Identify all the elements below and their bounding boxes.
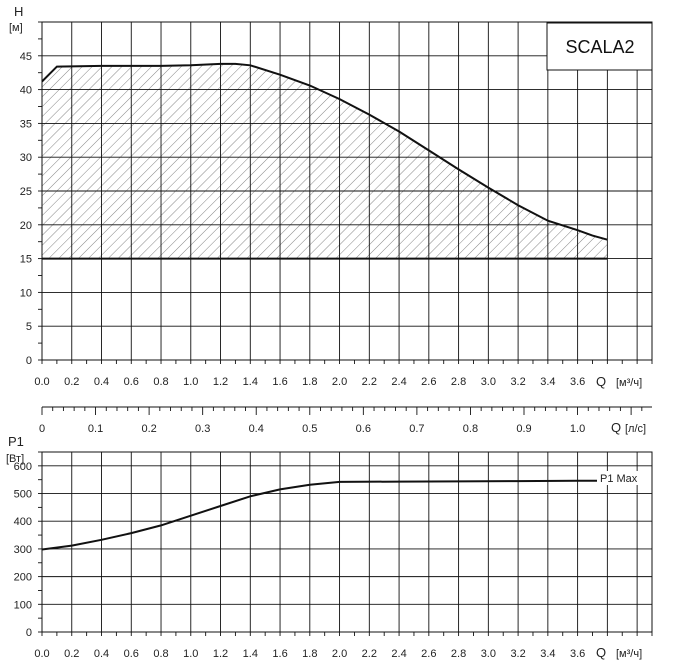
top-x-tick-label: 0.2 bbox=[64, 376, 79, 388]
bottom-y-tick-label: 200 bbox=[14, 572, 32, 584]
bottom-x-tick-label: 0.4 bbox=[94, 648, 109, 660]
chart-title-box bbox=[546, 22, 653, 71]
bottom-y-tick-label: 0 bbox=[26, 627, 32, 639]
bottom-x-tick-label: 3.6 bbox=[570, 648, 585, 660]
bottom-x-tick-label: 0.2 bbox=[64, 648, 79, 660]
flow-lps-axis: 0 0.1 0.2 0.3 0.4 0.5 0.6 0.7 0.8 0.9 1.0 bbox=[39, 406, 652, 435]
bottom-x-tick-label: 0.8 bbox=[153, 648, 168, 660]
mid-x-tick-label: 0.2 bbox=[141, 423, 156, 435]
top-y-tick-label: 35 bbox=[20, 118, 32, 130]
top-x-tick-label: 0.4 bbox=[94, 376, 109, 388]
top-x-tick-label: 2.4 bbox=[391, 376, 406, 388]
bottom-y-tick-label: 600 bbox=[14, 461, 32, 473]
p1-max-curve bbox=[41, 479, 608, 551]
chart-title: SCALA2 bbox=[565, 37, 634, 57]
top-x-axis-unit: [м³/ч] bbox=[616, 377, 642, 389]
top-x-tick-label: 1.8 bbox=[302, 376, 317, 388]
bottom-x-tick-label: 2.0 bbox=[332, 648, 347, 660]
top-x-tick-label: 0.0 bbox=[34, 376, 49, 388]
top-y-tick-label: 25 bbox=[20, 186, 32, 198]
mid-x-tick-label: 0.1 bbox=[88, 423, 103, 435]
p1-max-series-label: P1 Max bbox=[600, 473, 638, 485]
bottom-y-tick-label: 100 bbox=[14, 599, 32, 611]
bottom-x-tick-label: 1.8 bbox=[302, 648, 317, 660]
top-x-tick-label: 1.0 bbox=[183, 376, 198, 388]
bottom-x-tick-label: 2.2 bbox=[362, 648, 377, 660]
bottom-plot-frame bbox=[41, 451, 653, 633]
top-y-tick-label: 10 bbox=[20, 287, 32, 299]
bottom-x-tick-label: 0.0 bbox=[34, 648, 49, 660]
mid-x-axis-unit: [л/с] bbox=[625, 423, 646, 435]
bottom-x-tick-label: 1.0 bbox=[183, 648, 198, 660]
mid-x-axis-label: Q bbox=[611, 420, 621, 435]
top-y-tick-label: 15 bbox=[20, 254, 32, 266]
head-max-curve bbox=[41, 62, 608, 241]
bottom-x-tick-label: 2.6 bbox=[421, 648, 436, 660]
bottom-x-tick-label: 3.0 bbox=[481, 648, 496, 660]
mid-x-tick-label: 0.5 bbox=[302, 423, 317, 435]
top-x-tick-label: 3.0 bbox=[481, 376, 496, 388]
mid-x-tick-label: 0.3 bbox=[195, 423, 210, 435]
top-x-tick-label: 3.4 bbox=[540, 376, 555, 388]
top-y-tick-label: 40 bbox=[20, 85, 32, 97]
power-chart: 0.0 0.2 0.4 0.6 0.8 1.0 1.2 1.4 1.6 1.8 2.0 2.2 2.4 2… bbox=[14, 451, 653, 660]
bottom-x-tick-label: 2.4 bbox=[391, 648, 406, 660]
bottom-x-tick-label: 0.6 bbox=[124, 648, 139, 660]
top-y-tick-label: 0 bbox=[26, 355, 32, 367]
mid-x-tick-label: 0.4 bbox=[249, 423, 264, 435]
top-y-tick-label: 45 bbox=[20, 51, 32, 63]
top-y-tick-label: 30 bbox=[20, 152, 32, 164]
bottom-x-tick-label: 3.2 bbox=[510, 648, 525, 660]
top-x-tick-label: 2.0 bbox=[332, 376, 347, 388]
mid-x-tick-label: 1.0 bbox=[570, 423, 585, 435]
top-x-tick-label: 1.2 bbox=[213, 376, 228, 388]
head-chart: 0.0 0.2 0.4 0.6 0.8 1.0 1.2 1.4 1.6 1.8 2.0 2.2 2.4 2… bbox=[20, 21, 653, 388]
bottom-y-axis-label: P1 bbox=[8, 434, 24, 449]
top-y-axis-label: H bbox=[14, 4, 23, 19]
top-x-tick-label: 1.4 bbox=[243, 376, 258, 388]
bottom-x-tick-label: 1.4 bbox=[243, 648, 258, 660]
bottom-x-tick-label: 3.4 bbox=[540, 648, 555, 660]
bottom-x-axis-label: Q bbox=[596, 645, 606, 660]
top-x-axis-label: Q bbox=[596, 374, 606, 389]
mid-x-tick-label: 0.7 bbox=[409, 423, 424, 435]
top-y-axis-unit: [м] bbox=[9, 22, 23, 34]
top-x-tick-label: 0.6 bbox=[124, 376, 139, 388]
bottom-y-tick-label: 300 bbox=[14, 544, 32, 556]
mid-x-tick-label: 0.6 bbox=[356, 423, 371, 435]
top-x-tick-label: 2.2 bbox=[362, 376, 377, 388]
p1-max-label-bg bbox=[597, 471, 647, 485]
top-x-tick-label: 2.6 bbox=[421, 376, 436, 388]
bottom-x-tick-label: 1.6 bbox=[272, 648, 287, 660]
bottom-x-tick-label: 1.2 bbox=[213, 648, 228, 660]
top-x-tick-label: 2.8 bbox=[451, 376, 466, 388]
bottom-y-axis-unit: [Вт] bbox=[6, 453, 24, 465]
mid-x-tick-label: 0 bbox=[39, 423, 45, 435]
top-y-tick-label: 5 bbox=[26, 321, 32, 333]
top-y-tick-label: 20 bbox=[20, 220, 32, 232]
top-x-tick-label: 3.6 bbox=[570, 376, 585, 388]
bottom-y-tick-label: 500 bbox=[14, 489, 32, 501]
top-plot-frame bbox=[41, 21, 653, 361]
top-x-tick-label: 0.8 bbox=[153, 376, 168, 388]
bottom-x-tick-label: 2.8 bbox=[451, 648, 466, 660]
operating-range-hatch bbox=[42, 63, 608, 259]
mid-x-tick-label: 0.8 bbox=[463, 423, 478, 435]
bottom-x-axis-unit: [м³/ч] bbox=[616, 648, 642, 660]
top-x-tick-label: 3.2 bbox=[510, 376, 525, 388]
top-x-tick-label: 1.6 bbox=[272, 376, 287, 388]
bottom-y-tick-label: 400 bbox=[14, 516, 32, 528]
mid-x-tick-label: 0.9 bbox=[516, 423, 531, 435]
